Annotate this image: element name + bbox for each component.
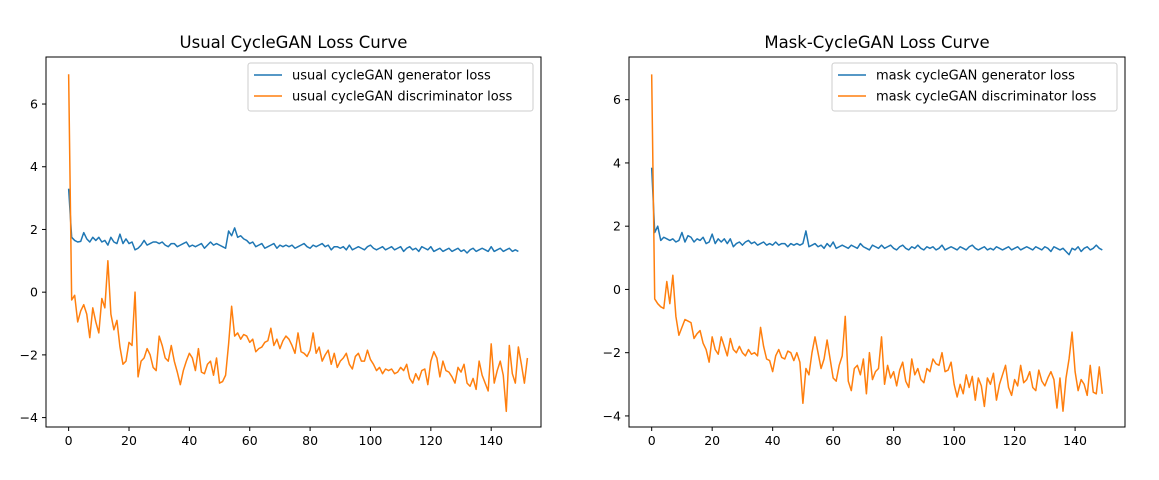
y-tick-label: 4 <box>613 155 621 170</box>
y-tick-label: 0 <box>30 285 38 300</box>
x-tick-label: 80 <box>886 433 902 448</box>
series-line-generator <box>67 188 519 254</box>
legend-label: mask cycleGAN generator loss <box>876 69 1075 84</box>
y-tick-label: 0 <box>613 282 621 297</box>
x-tick-label: 80 <box>302 433 318 448</box>
x-tick-label: 60 <box>825 433 841 448</box>
series-line-generator <box>650 167 1103 256</box>
x-tick-label: 40 <box>765 433 781 448</box>
x-tick-label: 0 <box>65 433 73 448</box>
plot-frame <box>45 56 542 428</box>
y-tick-label: 6 <box>613 92 621 107</box>
legend-box <box>247 62 534 112</box>
x-tick-label: 120 <box>1003 433 1027 448</box>
series-line-discriminator <box>650 74 1104 412</box>
chart-title: Mask-CycleGAN Loss Curve <box>764 33 989 52</box>
y-tick-label: 6 <box>30 97 38 112</box>
y-tick-label: 2 <box>613 219 621 234</box>
y-tick-label: −2 <box>603 345 621 360</box>
x-tick-label: 120 <box>419 433 443 448</box>
legend-label: usual cycleGAN generator loss <box>292 69 491 84</box>
y-tick-label: −2 <box>20 347 38 362</box>
legend: mask cycleGAN generator loss mask cycleGA… <box>831 62 1118 112</box>
x-tick-label: 20 <box>121 433 137 448</box>
chart-title: Usual CycleGAN Loss Curve <box>180 33 408 52</box>
x-tick-label: 100 <box>942 433 966 448</box>
legend-box <box>831 62 1118 112</box>
x-tick-label: 60 <box>242 433 258 448</box>
y-tick-label: −4 <box>603 408 621 423</box>
plot-frame <box>628 56 1126 428</box>
legend-label: usual cycleGAN discriminator loss <box>292 90 512 105</box>
x-tick-label: 140 <box>479 433 503 448</box>
x-tick-label: 40 <box>181 433 197 448</box>
y-tick-label: −4 <box>20 410 38 425</box>
legend-label: mask cycleGAN discriminator loss <box>876 90 1097 105</box>
x-tick-label: 0 <box>648 433 656 448</box>
x-tick-label: 140 <box>1063 433 1087 448</box>
legend: usual cycleGAN generator loss usual cycle… <box>247 62 534 112</box>
x-tick-label: 100 <box>359 433 383 448</box>
series-line-discriminator <box>67 74 529 413</box>
y-tick-label: 4 <box>30 159 38 174</box>
y-tick-label: 2 <box>30 222 38 237</box>
x-tick-label: 20 <box>704 433 720 448</box>
